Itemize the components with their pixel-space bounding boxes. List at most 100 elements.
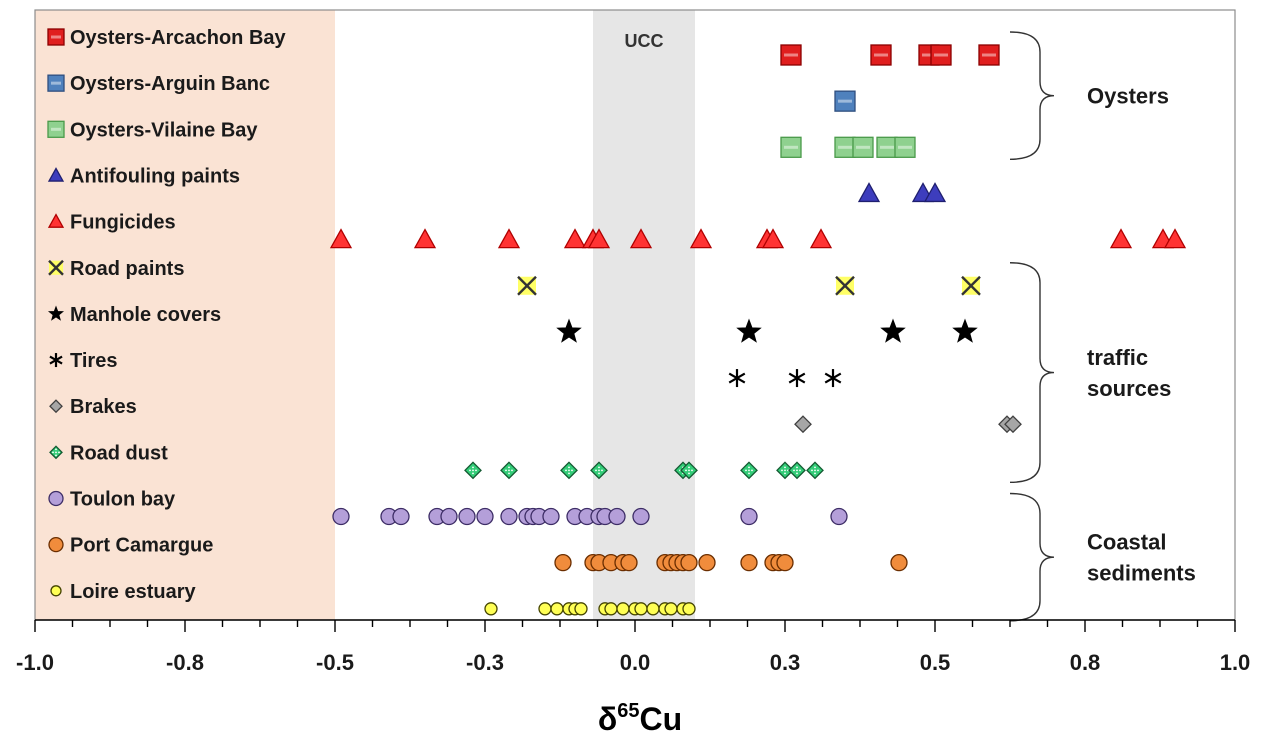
x-tick-label: -0.3 bbox=[466, 650, 504, 675]
data-point-port-camargue bbox=[776, 554, 794, 572]
legend-marker-tires bbox=[49, 353, 63, 368]
data-point-tires bbox=[788, 369, 806, 388]
data-point-fungicides bbox=[761, 228, 785, 249]
data-point-port-camargue bbox=[620, 554, 638, 572]
legend-label-manhole-covers: Manhole covers bbox=[70, 304, 221, 326]
x-tick-label: 1.0 bbox=[1220, 650, 1251, 675]
ucc-band bbox=[593, 10, 695, 620]
data-point-toulon-bay bbox=[458, 507, 476, 526]
group-brace-oysters bbox=[1009, 31, 1055, 160]
data-point-loire-estuary bbox=[634, 602, 648, 616]
x-tick-label: 0.3 bbox=[770, 650, 801, 675]
data-point-loire-estuary bbox=[616, 602, 630, 616]
data-point-fungicides bbox=[1109, 228, 1133, 249]
data-point-loire-estuary bbox=[682, 602, 696, 616]
data-point-fungicides bbox=[329, 228, 353, 249]
legend-label-loire-estuary: Loire estuary bbox=[70, 581, 196, 603]
x-tick-label: -1.0 bbox=[16, 650, 54, 675]
series-fungicides bbox=[329, 228, 1187, 249]
legend-label-oysters-vilaine-bay: Oysters-Vilaine Bay bbox=[70, 119, 258, 141]
legend-label-brakes: Brakes bbox=[70, 396, 137, 418]
x-tick-label: 0.0 bbox=[620, 650, 651, 675]
data-point-road-dust bbox=[590, 461, 608, 480]
x-tick-label: -0.5 bbox=[316, 650, 354, 675]
legend-label-oysters-arguin-banc: Oysters-Arguin Banc bbox=[70, 73, 270, 95]
x-tick-label: 0.5 bbox=[920, 650, 951, 675]
legend-label-road-dust: Road dust bbox=[70, 442, 168, 464]
group-brace-traffic-sources bbox=[1009, 262, 1055, 484]
data-point-loire-estuary bbox=[664, 602, 678, 616]
data-point-loire-estuary bbox=[574, 602, 588, 616]
data-point-oysters-vilaine-bay bbox=[852, 136, 874, 158]
data-point-manhole-covers bbox=[556, 318, 582, 343]
series-toulon-bay bbox=[332, 507, 848, 526]
data-point-port-camargue bbox=[554, 554, 572, 572]
legend-marker-oysters-arguin-banc bbox=[47, 74, 65, 92]
legend-marker-oysters-vilaine-bay bbox=[47, 120, 65, 138]
legend-marker-manhole-covers bbox=[47, 305, 65, 321]
data-point-fungicides bbox=[563, 228, 587, 249]
group-label-oysters: Oysters bbox=[1087, 84, 1169, 109]
data-point-toulon-bay bbox=[632, 507, 650, 526]
data-point-oysters-arguin-banc bbox=[834, 90, 856, 112]
legend-label-oysters-arcachon-bay: Oysters-Arcachon Bay bbox=[70, 27, 287, 49]
data-point-fungicides bbox=[1163, 228, 1187, 249]
data-point-fungicides bbox=[587, 228, 611, 249]
legend-label-port-camargue: Port Camargue bbox=[70, 535, 213, 557]
data-point-road-paints bbox=[961, 275, 981, 296]
data-point-toulon-bay bbox=[332, 507, 350, 526]
data-point-brakes bbox=[1004, 415, 1022, 434]
legend-marker-road-paints bbox=[48, 259, 64, 276]
legend-marker-fungicides bbox=[47, 213, 65, 228]
data-point-antifouling-paints bbox=[857, 182, 881, 203]
series-loire-estuary bbox=[484, 602, 696, 616]
legend-marker-toulon-bay bbox=[48, 490, 64, 507]
data-point-oysters-vilaine-bay bbox=[780, 136, 802, 158]
series-road-paints bbox=[517, 275, 981, 296]
series-road-dust bbox=[464, 461, 824, 480]
data-point-oysters-vilaine-bay bbox=[894, 136, 916, 158]
group-label-coastal-sediments: Coastal bbox=[1087, 530, 1166, 555]
x-axis-label-main: δ bbox=[598, 701, 617, 737]
x-tick-label: 0.8 bbox=[1070, 650, 1101, 675]
data-point-road-paints bbox=[835, 275, 855, 296]
group-brackets: Oysters traffic sources Coastal sediments bbox=[1009, 31, 1196, 622]
data-point-toulon-bay bbox=[392, 507, 410, 526]
data-point-road-dust bbox=[806, 461, 824, 480]
data-point-toulon-bay bbox=[608, 507, 626, 526]
x-axis-label-tail: Cu bbox=[640, 701, 683, 737]
data-point-manhole-covers bbox=[736, 318, 762, 343]
background-layer: UCC bbox=[34, 9, 1236, 621]
series-oysters-arguin-banc bbox=[834, 90, 856, 112]
x-tick-label: -0.8 bbox=[166, 650, 204, 675]
legend: Oysters-Arcachon Bay Oysters-Arguin Banc O… bbox=[47, 27, 287, 603]
data-point-road-dust bbox=[560, 461, 578, 480]
group-brace-coastal-sediments bbox=[1009, 492, 1055, 622]
series-antifouling-paints bbox=[857, 182, 947, 203]
data-point-road-dust bbox=[500, 461, 518, 480]
data-point-antifouling-paints bbox=[923, 182, 947, 203]
series-oysters-vilaine-bay bbox=[780, 136, 916, 158]
legend-label-road-paints: Road paints bbox=[70, 258, 184, 280]
legend-marker-loire-estuary bbox=[50, 585, 62, 597]
data-point-fungicides bbox=[497, 228, 521, 249]
x-axis-label-superscript: 65 bbox=[617, 700, 639, 722]
data-point-road-dust bbox=[788, 461, 806, 480]
series-brakes bbox=[794, 415, 1022, 434]
legend-marker-antifouling-paints bbox=[47, 167, 65, 182]
left-shaded-region bbox=[35, 10, 335, 620]
data-point-toulon-bay bbox=[476, 507, 494, 526]
data-point-tires bbox=[728, 369, 746, 388]
data-point-toulon-bay bbox=[542, 507, 560, 526]
data-point-oysters-vilaine-bay bbox=[834, 136, 856, 158]
group-label-traffic-sources: traffic bbox=[1087, 345, 1148, 370]
data-point-toulon-bay bbox=[740, 507, 758, 526]
data-point-oysters-arcachon-bay bbox=[780, 44, 802, 66]
data-point-road-dust bbox=[464, 461, 482, 480]
data-point-port-camargue bbox=[698, 554, 716, 572]
series-oysters-arcachon-bay bbox=[780, 44, 1000, 66]
group-label-coastal-sediments: sediments bbox=[1087, 561, 1196, 586]
legend-marker-road-dust bbox=[49, 445, 63, 460]
legend-marker-port-camargue bbox=[48, 537, 64, 553]
series-tires bbox=[728, 369, 842, 388]
